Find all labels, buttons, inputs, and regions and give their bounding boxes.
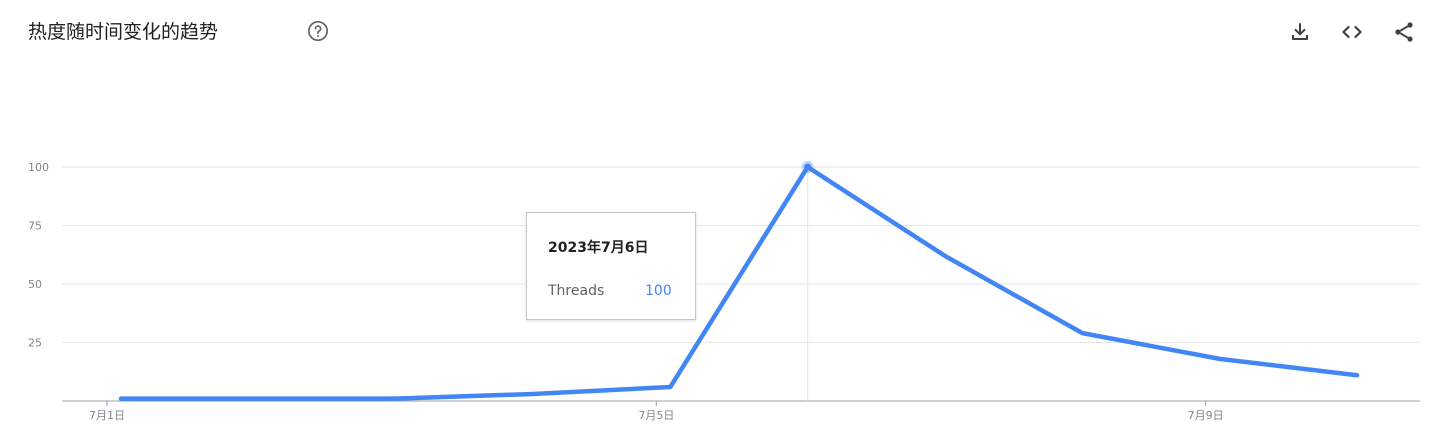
x-tick-label: 7月1日 [89, 409, 125, 422]
chart-title: 热度随时间变化的趋势 [28, 21, 219, 43]
download-icon[interactable] [1288, 20, 1312, 44]
x-tick-label: 7月5日 [638, 409, 674, 422]
y-tick-label: 75 [28, 220, 42, 233]
x-tick-label: 7月9日 [1188, 409, 1224, 422]
tooltip-series-name: Threads [548, 283, 605, 299]
embed-icon[interactable] [1340, 20, 1364, 44]
y-tick-label: 25 [28, 337, 42, 350]
share-icon[interactable] [1392, 20, 1416, 44]
tooltip-value: 100 [645, 283, 672, 299]
trend-line-chart: 25 50 75 100 7月1日 7月5日 7月9日 [28, 161, 1420, 422]
tooltip-date: 2023年7月6日 [548, 240, 649, 256]
y-tick-label: 50 [28, 278, 42, 291]
data-tooltip: 2023年7月6日 Threads 100 [526, 212, 696, 320]
trend-chart: 25 50 75 100 7月1日 7月5日 7月9日 [0, 100, 1434, 435]
y-tick-label: 100 [28, 161, 49, 174]
highlight-point [804, 163, 812, 171]
help-icon[interactable] [307, 20, 329, 42]
chart-header: 热度随时间变化的趋势 [0, 0, 1434, 64]
series-line-threads [118, 164, 1360, 401]
